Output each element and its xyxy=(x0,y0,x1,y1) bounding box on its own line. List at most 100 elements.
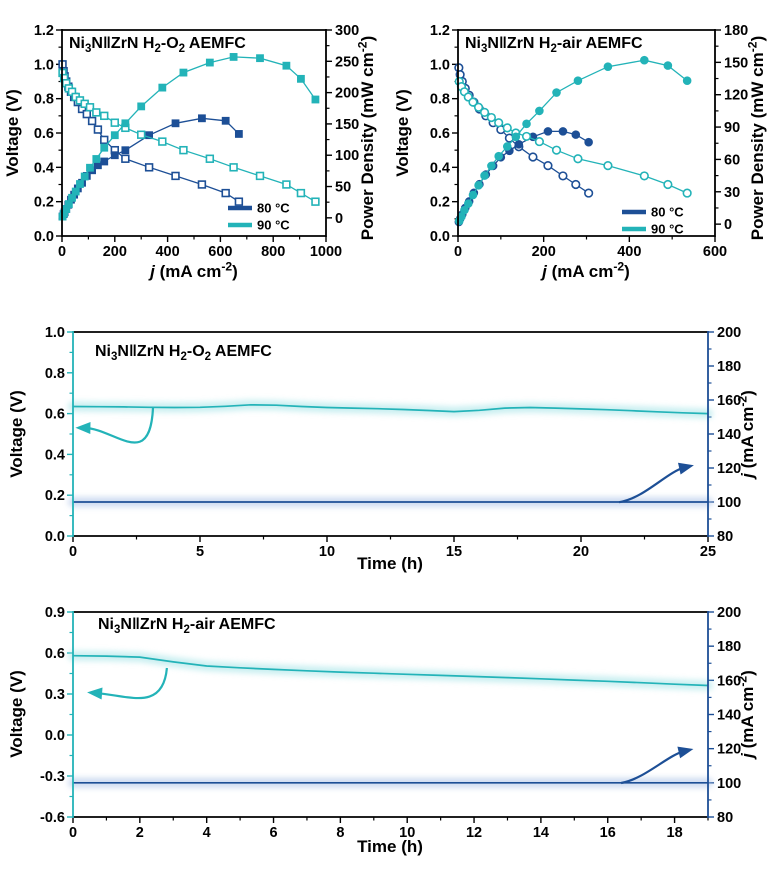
y-left-tick-label: 0.0 xyxy=(430,229,450,245)
y-right-tick-label: 100 xyxy=(717,776,741,792)
y-right-tick-label: 100 xyxy=(717,495,741,511)
data-point-marker xyxy=(92,155,101,163)
y-left-tick-label: 1.0 xyxy=(430,57,450,73)
p2-x-axis-label: j (mA cm-2) xyxy=(540,260,630,281)
data-point-marker xyxy=(487,161,496,171)
y-right-tick-label: 120 xyxy=(717,742,741,758)
x-tick-label: 5 xyxy=(196,544,204,560)
p4-voltage-axis-arrow xyxy=(87,667,169,700)
y-right-tick-label: 50 xyxy=(335,180,351,196)
y-left-tick-label: 1.0 xyxy=(45,325,65,341)
x-tick-label: 15 xyxy=(446,544,462,560)
x-tick-label: 8 xyxy=(336,825,344,841)
plot-border xyxy=(72,331,709,537)
y-left-tick-label: 0.8 xyxy=(34,92,54,108)
y-right-tick-label: 80 xyxy=(717,529,733,545)
data-point-marker xyxy=(205,154,215,163)
data-point-marker xyxy=(110,118,120,127)
p1-title: Ni3N‖ZrN H2-O2 AEMFC xyxy=(69,35,246,55)
data-point-marker xyxy=(543,161,553,171)
p1-y-left-axis-label: Voltage (V) xyxy=(3,89,22,177)
data-point-marker xyxy=(71,187,80,196)
x-tick-label: 1000 xyxy=(310,244,342,260)
y-left-tick-label: 0.2 xyxy=(45,488,65,504)
data-point-marker xyxy=(100,157,109,166)
data-point-marker xyxy=(584,188,594,198)
y-left-tick-label: 0.4 xyxy=(430,160,450,176)
p3-current-axis-arrow xyxy=(618,462,694,504)
data-point-marker xyxy=(171,171,180,181)
y-right-tick-label: 150 xyxy=(724,55,748,71)
axes: 0 2 4 6 8 10 12 14 16 18 -0.6 -0.3 0.0 0.3 0.6 0.9 80 100… xyxy=(40,605,741,841)
data-point-marker xyxy=(486,112,497,123)
data-point-marker xyxy=(603,161,613,171)
x-tick-label: 0 xyxy=(58,244,66,260)
y-right-tick-label: 200 xyxy=(717,325,741,341)
data-point-marker xyxy=(639,171,649,181)
data-point-marker xyxy=(543,127,553,136)
data-point-marker xyxy=(229,53,238,61)
x-tick-label: 0 xyxy=(454,244,462,260)
y-left-tick-label: 0.8 xyxy=(430,92,450,108)
y-right-tick-label: 100 xyxy=(335,148,359,164)
y-left-tick-label: 0.6 xyxy=(430,126,450,142)
data-point-marker xyxy=(296,188,306,198)
h2-o2-polarization-svg: 0 200 400 600 800 1000 0.0 0.2 0.4 0.6 0.8 1.0 1.2 0 5… xyxy=(3,23,377,281)
y-right-tick-label: 150 xyxy=(335,117,359,133)
data-point-marker xyxy=(100,143,109,152)
y-left-tick-label: 1.2 xyxy=(430,23,450,39)
x-tick-label: 6 xyxy=(269,825,277,841)
y-right-tick-label: 160 xyxy=(717,673,741,689)
data-point-marker xyxy=(494,151,503,161)
data-point-marker xyxy=(158,83,167,92)
p4-series-cell-voltage xyxy=(68,650,713,691)
y-left-tick-label: 1.2 xyxy=(34,23,54,39)
data-point-marker xyxy=(603,62,613,71)
h2-air-polarization-svg: 0 200 400 600 0.0 0.2 0.4 0.6 0.8 1.0 1.2 0 30 60 90 12… xyxy=(393,23,767,281)
x-tick-label: 0 xyxy=(69,544,77,560)
y-right-tick-label: 180 xyxy=(717,639,741,655)
x-tick-label: 400 xyxy=(155,244,179,260)
data-point-marker xyxy=(640,55,649,65)
data-point-marker xyxy=(479,107,490,117)
p2-series-power-80C xyxy=(454,127,593,227)
y-left-tick-label: -0.3 xyxy=(40,769,65,785)
y-right-tick-label: 80 xyxy=(717,810,733,826)
data-point-marker xyxy=(480,171,489,180)
legend-label: 90 °C xyxy=(257,218,290,233)
axes: 0 200 400 600 800 1000 0.0 0.2 0.4 0.6 0.8 1.0 1.2 0 5… xyxy=(34,23,359,260)
p3-voltage-axis-arrow xyxy=(75,407,155,444)
x-tick-label: 4 xyxy=(203,825,211,841)
data-point-marker xyxy=(282,61,291,70)
data-point-marker xyxy=(93,125,103,134)
data-point-marker xyxy=(234,197,244,206)
data-point-marker xyxy=(171,119,180,128)
data-point-marker xyxy=(110,131,119,140)
y-left-tick-label: 0.8 xyxy=(45,366,65,382)
y-left-tick-label: -0.6 xyxy=(40,810,65,826)
data-point-marker xyxy=(87,116,97,126)
data-point-marker xyxy=(511,132,521,142)
axes: 0 5 10 15 20 25 0.0 0.2 0.4 0.6 0.8 1.0 80 100 120 140 1… xyxy=(45,325,741,560)
p1-legend: 80 °C 90 °C xyxy=(228,201,290,233)
y-left-tick-label: 0.0 xyxy=(45,728,65,744)
data-point-marker xyxy=(86,163,94,172)
y-right-tick-label: 250 xyxy=(335,54,359,70)
series-group xyxy=(454,55,692,227)
data-point-marker xyxy=(463,199,473,208)
data-point-marker xyxy=(76,180,84,188)
data-point-marker xyxy=(144,163,154,172)
p3-x-axis-label: Time (h) xyxy=(357,554,423,573)
data-point-marker xyxy=(473,102,484,112)
data-point-marker xyxy=(137,130,146,139)
p2-series-power-90C xyxy=(454,55,692,226)
data-point-marker xyxy=(534,136,544,147)
y-left-tick-label: 0.0 xyxy=(34,229,54,245)
data-point-marker xyxy=(521,131,532,142)
data-point-marker xyxy=(137,102,146,111)
p4-title: Ni3N‖ZrN H2-air AEMFC xyxy=(98,616,276,636)
data-point-marker xyxy=(682,188,692,198)
data-point-marker xyxy=(80,172,89,181)
y-right-tick-label: 0 xyxy=(724,217,732,233)
y-right-tick-label: 140 xyxy=(717,427,741,443)
